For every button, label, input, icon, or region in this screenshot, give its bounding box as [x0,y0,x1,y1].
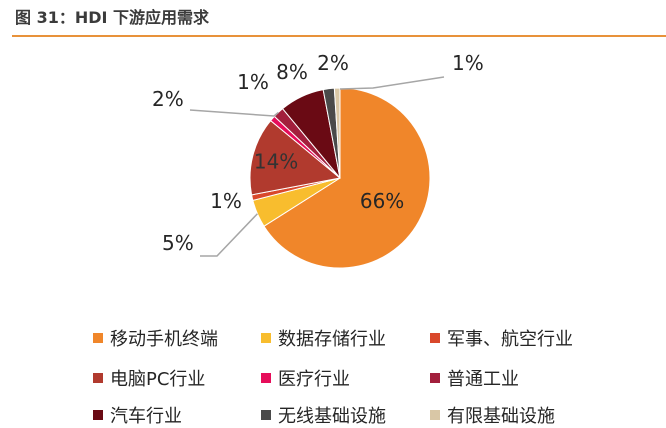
pie-slice [249,119,342,196]
title-divider [12,35,666,37]
slice-data-label: 5% [162,231,194,255]
slice-data-label: 8% [276,60,308,84]
slice-data-label: 1% [452,51,484,75]
slice-data-label: 1% [237,70,269,94]
pie-slice [263,87,431,269]
pie-slice [333,87,341,179]
slice-data-label: 1% [210,189,242,213]
leader-line [200,213,258,257]
slice-data-label: 66% [360,189,404,213]
slice-data-label: 14% [254,150,298,174]
leader-line [339,76,445,90]
slice-data-label: 2% [317,51,349,75]
slice-data-label: 2% [152,87,184,111]
leader-line [189,109,279,117]
figure-title: 图 31：HDI 下游应用需求 [15,8,210,27]
